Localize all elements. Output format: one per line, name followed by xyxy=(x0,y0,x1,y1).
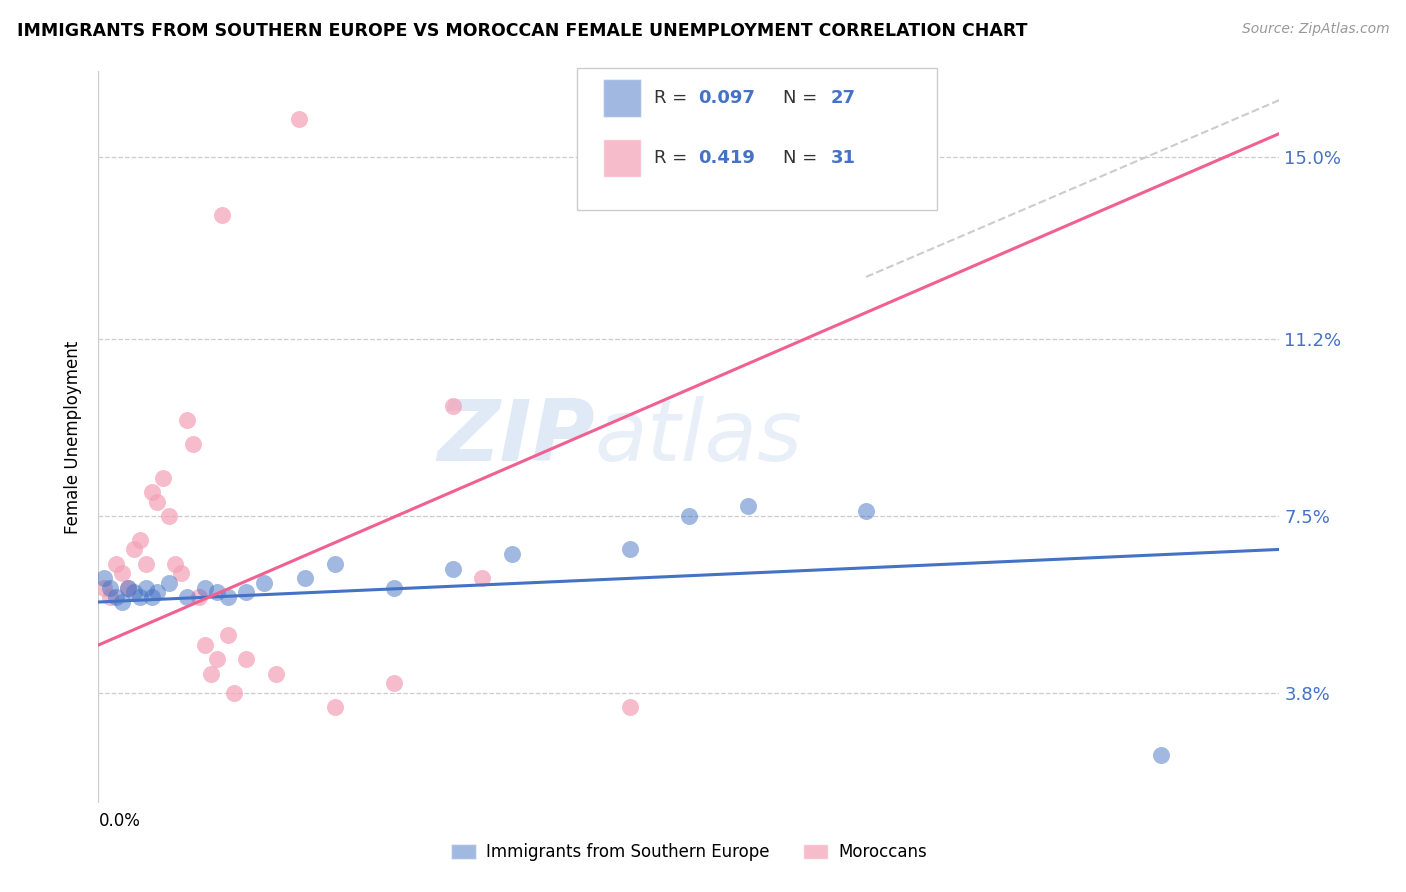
Point xyxy=(176,591,198,605)
Point xyxy=(122,542,145,557)
Point xyxy=(98,581,121,595)
Point xyxy=(441,561,464,575)
Point xyxy=(141,485,163,500)
Legend: Immigrants from Southern Europe, Moroccans: Immigrants from Southern Europe, Morocca… xyxy=(444,837,934,868)
Point xyxy=(471,571,494,585)
Point xyxy=(323,700,346,714)
Point xyxy=(105,557,128,571)
Point xyxy=(224,686,246,700)
Point xyxy=(200,666,222,681)
Point xyxy=(105,591,128,605)
Point xyxy=(235,585,257,599)
Text: 0.419: 0.419 xyxy=(699,149,755,168)
Point xyxy=(441,399,464,413)
Point xyxy=(501,547,523,561)
Point xyxy=(93,571,115,585)
Point xyxy=(135,557,157,571)
Point xyxy=(294,571,316,585)
Point xyxy=(141,591,163,605)
Point xyxy=(93,581,115,595)
Point xyxy=(211,208,233,222)
Point xyxy=(128,533,150,547)
Point xyxy=(152,471,174,485)
Point xyxy=(217,591,239,605)
Y-axis label: Female Unemployment: Female Unemployment xyxy=(65,341,83,533)
Point xyxy=(855,504,877,518)
Point xyxy=(146,585,169,599)
Point xyxy=(205,585,228,599)
Point xyxy=(98,591,121,605)
Point xyxy=(737,500,759,514)
Text: R =: R = xyxy=(654,149,693,168)
Point xyxy=(619,542,641,557)
Point xyxy=(157,575,180,590)
Point xyxy=(1150,747,1173,762)
Point xyxy=(382,581,405,595)
Point xyxy=(146,494,169,508)
Text: ZIP: ZIP xyxy=(437,395,595,479)
Point xyxy=(382,676,405,690)
Point xyxy=(217,628,239,642)
Text: 0.0%: 0.0% xyxy=(98,812,141,830)
Point xyxy=(205,652,228,666)
Point xyxy=(176,413,198,427)
Text: atlas: atlas xyxy=(595,395,803,479)
Point xyxy=(194,638,217,652)
Point xyxy=(157,508,180,523)
FancyBboxPatch shape xyxy=(603,139,641,178)
Point xyxy=(117,581,139,595)
Point xyxy=(253,575,276,590)
Point xyxy=(128,591,150,605)
Point xyxy=(323,557,346,571)
Point xyxy=(111,595,134,609)
Point xyxy=(122,585,145,599)
Point xyxy=(187,591,209,605)
Text: 31: 31 xyxy=(831,149,856,168)
Text: 0.097: 0.097 xyxy=(699,89,755,107)
Text: IMMIGRANTS FROM SOUTHERN EUROPE VS MOROCCAN FEMALE UNEMPLOYMENT CORRELATION CHAR: IMMIGRANTS FROM SOUTHERN EUROPE VS MOROC… xyxy=(17,22,1028,40)
FancyBboxPatch shape xyxy=(603,79,641,118)
Point xyxy=(111,566,134,581)
FancyBboxPatch shape xyxy=(576,68,936,211)
Text: Source: ZipAtlas.com: Source: ZipAtlas.com xyxy=(1241,22,1389,37)
Point xyxy=(117,581,139,595)
Point xyxy=(165,557,187,571)
Text: N =: N = xyxy=(783,149,824,168)
Point xyxy=(135,581,157,595)
Point xyxy=(194,581,217,595)
Point xyxy=(619,700,641,714)
Point xyxy=(264,666,287,681)
Text: 27: 27 xyxy=(831,89,856,107)
Point xyxy=(181,437,204,451)
Point xyxy=(288,112,311,127)
Point xyxy=(170,566,193,581)
Point xyxy=(235,652,257,666)
Text: N =: N = xyxy=(783,89,824,107)
Point xyxy=(678,508,700,523)
Text: R =: R = xyxy=(654,89,693,107)
